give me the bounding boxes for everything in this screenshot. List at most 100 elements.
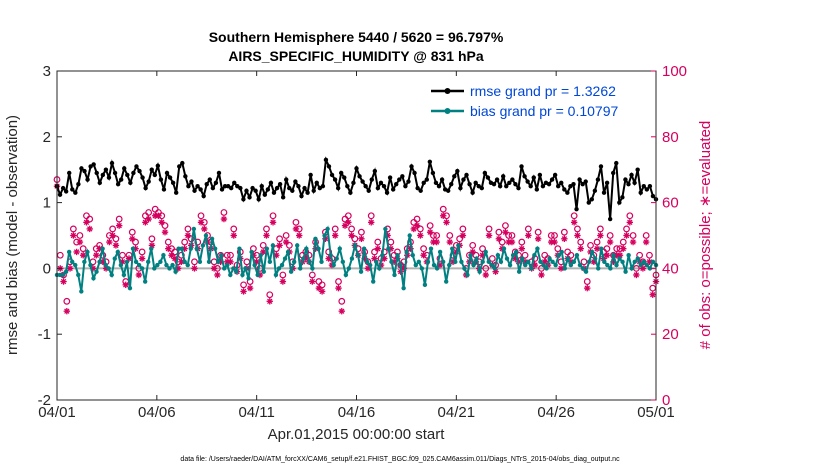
rmse-point bbox=[287, 185, 292, 191]
count-possible-point bbox=[580, 258, 588, 266]
count-evaluated-point bbox=[502, 229, 509, 236]
rmse-point bbox=[256, 197, 261, 202]
bias-point bbox=[66, 249, 72, 255]
rmse-point bbox=[387, 175, 393, 180]
rmse-point bbox=[60, 185, 66, 191]
bias-point bbox=[115, 249, 121, 255]
bias-point bbox=[70, 259, 75, 265]
count-possible-point bbox=[282, 232, 290, 239]
legend: rmse grand pr = 1.3262 bias grand pr = 0… bbox=[418, 80, 648, 120]
bias-point bbox=[617, 256, 622, 261]
rmse-point bbox=[219, 187, 225, 192]
bias-point bbox=[79, 289, 84, 294]
bias-point bbox=[149, 246, 154, 251]
left-tick-label: 1 bbox=[43, 195, 51, 212]
rmse-point bbox=[372, 168, 378, 174]
rmse-point bbox=[109, 160, 115, 166]
bias-point bbox=[495, 253, 501, 258]
right-tick-label: 100 bbox=[662, 63, 687, 80]
count-possible-point bbox=[230, 225, 238, 233]
count-evaluated-point bbox=[341, 222, 349, 229]
rmse-point bbox=[201, 193, 206, 199]
bias-point bbox=[203, 233, 209, 238]
bias-point bbox=[319, 259, 324, 265]
rmse-point bbox=[238, 185, 243, 191]
count-evaluated-point bbox=[106, 238, 113, 246]
bias-point bbox=[304, 246, 309, 251]
count-possible-point bbox=[371, 248, 378, 256]
count-evaluated-point bbox=[551, 238, 558, 246]
count-evaluated-point bbox=[570, 219, 578, 226]
count-evaluated-point bbox=[440, 212, 447, 219]
rmse-point bbox=[259, 183, 264, 189]
count-evaluated-point bbox=[145, 215, 152, 223]
count-evaluated-point bbox=[171, 255, 179, 262]
rmse-point bbox=[455, 168, 460, 174]
rmse-point bbox=[589, 197, 595, 202]
rmse-point bbox=[140, 175, 145, 180]
count-evaluated-point bbox=[420, 252, 427, 259]
rmse-point bbox=[580, 181, 585, 187]
count-possible-point bbox=[308, 271, 316, 279]
rmse-point bbox=[525, 179, 530, 184]
rmse-point bbox=[611, 170, 616, 176]
rmse-point bbox=[161, 187, 167, 192]
x-tick-label: 04/21 bbox=[438, 404, 476, 421]
rmse-point bbox=[228, 185, 234, 191]
count-possible-point bbox=[164, 238, 172, 246]
count-evaluated-point bbox=[168, 252, 175, 259]
bias-point bbox=[258, 253, 263, 258]
rmse-point bbox=[577, 177, 582, 182]
count-evaluated-point bbox=[269, 219, 277, 226]
bias-point bbox=[340, 259, 346, 265]
rmse-point bbox=[427, 159, 433, 165]
count-evaluated-point bbox=[348, 232, 355, 239]
rmse-point bbox=[177, 164, 182, 169]
bias-point bbox=[212, 246, 218, 251]
bias-point bbox=[127, 285, 133, 291]
rmse-point bbox=[125, 172, 130, 178]
rmse-point bbox=[280, 195, 286, 200]
bias-point bbox=[407, 233, 412, 238]
bias-point bbox=[647, 266, 653, 271]
count-possible-point bbox=[629, 232, 637, 239]
bias-point bbox=[592, 256, 598, 261]
count-evaluated-point bbox=[109, 232, 116, 239]
count-possible-point bbox=[488, 255, 496, 262]
count-possible-point bbox=[577, 238, 585, 246]
bias-point bbox=[498, 259, 504, 265]
rmse-point bbox=[586, 200, 591, 205]
count-evaluated-point bbox=[266, 298, 273, 305]
rmse-point bbox=[244, 188, 249, 193]
rmse-point bbox=[390, 187, 396, 192]
x-tick-label: 04/01 bbox=[38, 404, 76, 421]
rmse-point bbox=[424, 177, 429, 182]
count-possible-point bbox=[642, 232, 650, 239]
bias-point bbox=[197, 259, 203, 265]
count-possible-point bbox=[132, 238, 139, 246]
count-possible-point bbox=[502, 222, 509, 230]
count-evaluated-point bbox=[485, 232, 493, 239]
rmse-point bbox=[629, 172, 634, 178]
count-possible-point bbox=[79, 245, 87, 253]
count-evaluated-point bbox=[508, 238, 516, 246]
bias-point bbox=[167, 266, 172, 271]
bias-point bbox=[282, 256, 288, 261]
bias-point bbox=[155, 262, 160, 268]
count-possible-point bbox=[138, 248, 146, 256]
rmse-point bbox=[473, 180, 478, 186]
bias-point bbox=[361, 246, 367, 251]
count-possible-point bbox=[495, 228, 503, 236]
rmse-point bbox=[357, 174, 362, 179]
rmse-point bbox=[146, 179, 151, 184]
rmse-point bbox=[134, 164, 139, 169]
bias-point bbox=[556, 253, 561, 258]
count-possible-point bbox=[128, 228, 136, 236]
count-evaluated-point bbox=[309, 278, 316, 285]
count-evaluated-point bbox=[122, 281, 129, 289]
bias-point bbox=[440, 259, 446, 265]
rmse-point bbox=[112, 170, 118, 176]
count-possible-point bbox=[626, 212, 634, 220]
bias-point bbox=[367, 262, 373, 268]
bias-point bbox=[313, 236, 318, 241]
